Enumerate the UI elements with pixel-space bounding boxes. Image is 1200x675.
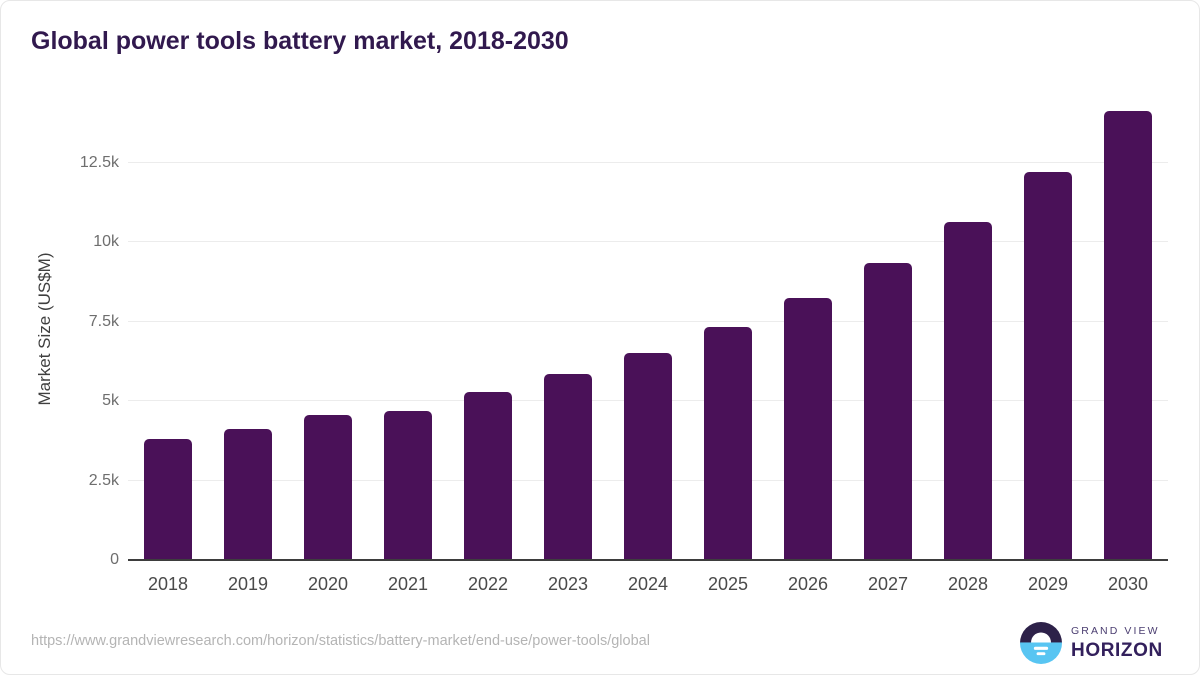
- chart-title: Global power tools battery market, 2018-…: [31, 27, 569, 55]
- bar-2027: [864, 263, 912, 560]
- bar-2026: [784, 298, 832, 560]
- gridline-10k: [128, 241, 1168, 243]
- x-tick-label-2027: 2027: [867, 574, 909, 594]
- gridline-12.5k: [128, 161, 1168, 163]
- bar-2021: [384, 410, 432, 560]
- bar-2029: [1024, 171, 1072, 560]
- x-tick-label-2022: 2022: [467, 574, 509, 594]
- brand-name-grand-view: GRAND VIEW: [1071, 624, 1160, 637]
- x-tick-label-2024: 2024: [627, 574, 669, 594]
- y-axis-tick-labels: 0 2.5k 5k 7.5k 10k 12.5k: [1, 99, 119, 568]
- x-tick-label-2025: 2025: [707, 574, 749, 594]
- y-tick-label-0: 0: [110, 551, 119, 568]
- gridline-7.5k: [128, 320, 1168, 322]
- bar-2024: [624, 352, 672, 560]
- x-tick-label-2019: 2019: [227, 574, 269, 594]
- bar-2022: [464, 392, 512, 560]
- source-url: https://www.grandviewresearch.com/horizo…: [31, 633, 650, 649]
- y-tick-label-7.5k: 7.5k: [88, 312, 119, 330]
- y-tick-label-5k: 5k: [102, 392, 119, 410]
- bar-2025: [704, 327, 752, 560]
- x-tick-label-2018: 2018: [147, 574, 189, 594]
- bar-2019: [224, 428, 272, 560]
- x-tick-label-2026: 2026: [787, 574, 829, 594]
- bar-2018: [144, 438, 192, 560]
- x-axis-line: [128, 559, 1168, 561]
- x-tick-label-2020: 2020: [307, 574, 349, 594]
- sunrise-logo-icon: [1020, 622, 1062, 664]
- bar-2028: [944, 222, 992, 560]
- y-tick-label-12.5k: 12.5k: [79, 153, 119, 171]
- brand-logo: GRAND VIEW HORIZON: [1020, 621, 1163, 665]
- bar-2020: [304, 415, 352, 560]
- x-tick-label-2021: 2021: [387, 574, 429, 594]
- y-tick-label-10k: 10k: [93, 233, 119, 251]
- x-tick-label-2028: 2028: [947, 574, 989, 594]
- plot-area: [128, 99, 1168, 561]
- brand-text: GRAND VIEW HORIZON: [1071, 625, 1163, 662]
- x-axis-tick-labels: 2018 2019 2020 2021 2022 2023 2024 2025 2026 2027…: [128, 573, 1168, 597]
- y-tick-label-2.5k: 2.5k: [88, 471, 119, 489]
- brand-name-horizon: HORIZON: [1071, 639, 1163, 661]
- x-tick-label-2029: 2029: [1027, 574, 1069, 594]
- bar-2030: [1104, 110, 1152, 560]
- bar-2023: [544, 373, 592, 560]
- x-tick-label-2023: 2023: [547, 574, 589, 594]
- x-tick-label-2030: 2030: [1107, 574, 1149, 594]
